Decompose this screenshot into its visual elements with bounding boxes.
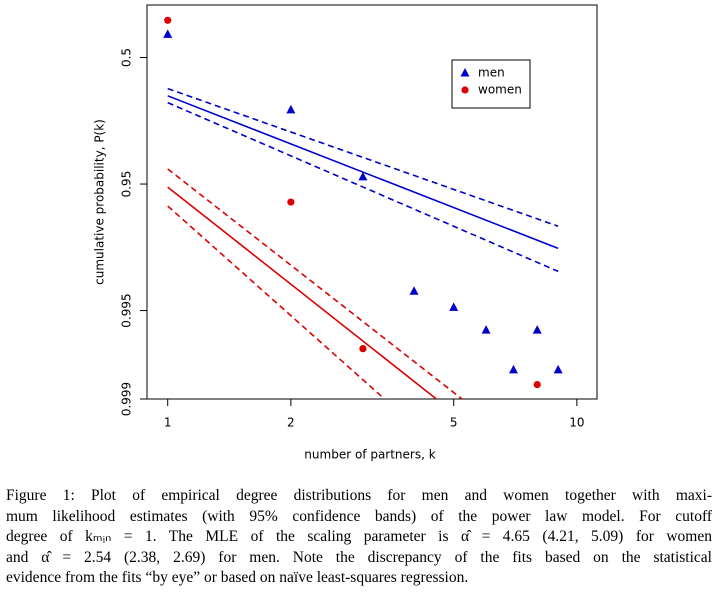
plot-area (167, 87, 559, 399)
y-tick-label: 0.95 (120, 171, 134, 198)
fit-line (167, 205, 386, 399)
x-tick-label: 10 (569, 416, 584, 430)
x-tick-label: 5 (450, 416, 458, 430)
point (163, 29, 173, 38)
y-tick-label: 0.999 (120, 382, 134, 416)
point (358, 171, 368, 181)
chart: number of partners, k cumulative probabi… (93, 4, 598, 462)
y-tick-label: 0.5 (120, 48, 134, 67)
fit-line (167, 186, 438, 399)
point (164, 16, 172, 24)
point (409, 286, 419, 295)
point (532, 325, 542, 334)
point (359, 345, 367, 353)
x-tick-label: 1 (164, 416, 172, 430)
legend-label: women (478, 83, 522, 97)
fit-line (167, 87, 559, 227)
y-axis-label: cumulative probability, P(k) (93, 119, 107, 285)
point (508, 364, 518, 374)
caption-line: mum likelihood estimates (with 95% confi… (6, 507, 712, 525)
point (449, 302, 459, 311)
caption-line: evidence from the fits “by eye” or based… (6, 569, 469, 586)
caption-line: Figure 1: Plot of empirical degree distr… (6, 487, 712, 504)
point (481, 325, 491, 334)
fit-line (167, 168, 464, 399)
caption: Figure 1: Plot of empirical degree distr… (6, 486, 712, 589)
caption-line: degree of kₘᵢₙ = 1. The MLE of the scali… (6, 528, 712, 545)
point (286, 104, 296, 114)
x-axis-label: number of partners, k (304, 448, 435, 462)
y-tick-label: 0.995 (120, 293, 134, 327)
point (533, 380, 541, 389)
x-tick-label: 2 (287, 416, 295, 430)
caption-line: and α̂ = 2.54 (2.38, 2.69) for men. Note… (6, 548, 712, 566)
fit-line (167, 101, 559, 273)
point (553, 364, 563, 374)
legend-marker (460, 68, 470, 77)
point (287, 198, 295, 206)
legend-label: men (478, 66, 505, 80)
legend-marker (461, 86, 469, 94)
